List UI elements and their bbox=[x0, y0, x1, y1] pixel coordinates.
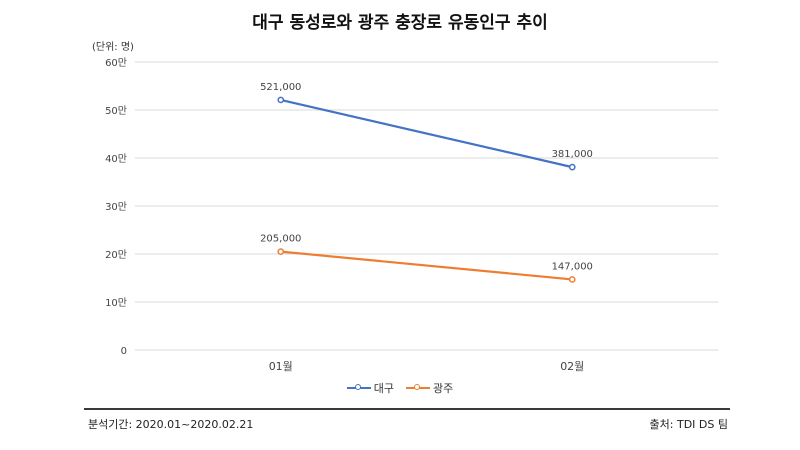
data-label: 205,000 bbox=[260, 234, 301, 245]
data-point bbox=[277, 248, 285, 255]
x-tick-label: 01월 bbox=[269, 360, 293, 373]
y-tick-label: 30만 bbox=[105, 201, 127, 213]
unit-note: (단위: 명) bbox=[92, 42, 134, 53]
legend-item: 광주 bbox=[406, 380, 453, 396]
y-tick-label: 10만 bbox=[105, 297, 127, 309]
y-tick-label: 60만 bbox=[105, 57, 127, 69]
data-label: 521,000 bbox=[260, 82, 301, 93]
footer-divider bbox=[84, 408, 730, 410]
data-label: 381,000 bbox=[552, 149, 593, 160]
data-point bbox=[568, 163, 576, 171]
y-tick-label: 20만 bbox=[105, 249, 127, 261]
series-line bbox=[280, 250, 573, 281]
data-point bbox=[277, 96, 285, 104]
y-tick-label: 40만 bbox=[105, 153, 127, 165]
chart-title: 대구 동성로와 광주 충장로 유동인구 추이 bbox=[252, 13, 548, 33]
analysis-period: 분석기간: 2020.01~2020.02.21 bbox=[88, 418, 254, 431]
data-point bbox=[568, 276, 576, 283]
data-label: 147,000 bbox=[552, 261, 593, 272]
y-tick-label: 50만 bbox=[105, 105, 127, 117]
legend-label: 광주 bbox=[433, 382, 454, 395]
legend-label: 대구 bbox=[373, 382, 394, 395]
legend-swatch bbox=[406, 383, 430, 393]
legend: 대구 광주 bbox=[0, 380, 800, 396]
x-tick-label: 02월 bbox=[560, 360, 584, 373]
legend-item: 대구 bbox=[346, 380, 394, 396]
legend-swatch bbox=[346, 383, 371, 393]
series-line bbox=[280, 98, 573, 169]
y-tick-label: 0 bbox=[121, 346, 127, 357]
source-credit: 출처: TDI DS 팀 bbox=[649, 418, 728, 431]
